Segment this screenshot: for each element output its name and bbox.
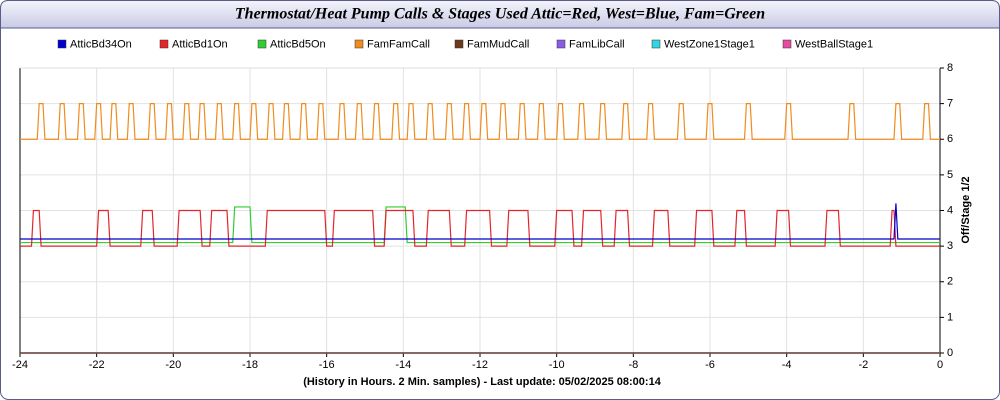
y-tick-label: 8	[947, 62, 953, 74]
title-bar	[0, 0, 1000, 29]
legend-label: FamLibCall	[569, 38, 625, 50]
legend-swatch	[57, 39, 67, 49]
legend-swatch	[454, 39, 464, 49]
legend-label: WestBallStage1	[795, 38, 873, 50]
legend-label: WestZone1Stage1	[664, 38, 755, 50]
y-tick-label: 3	[947, 240, 953, 252]
legend-swatch	[782, 39, 792, 49]
legend-label: AtticBd34On	[70, 38, 132, 50]
legend-swatch	[556, 39, 566, 49]
series-line	[20, 206, 940, 244]
x-tick-label: -2	[858, 359, 868, 371]
legend-swatch	[159, 39, 169, 49]
y-axis-label: Off/Stage 1/2	[960, 176, 972, 243]
x-tick-label: -16	[319, 359, 335, 371]
x-tick-label: -8	[628, 359, 638, 371]
y-tick-label: 5	[947, 169, 953, 181]
legend-swatch	[354, 39, 364, 49]
legend-swatch	[257, 39, 267, 49]
chart-title: Thermostat/Heat Pump Calls & Stages Used…	[235, 6, 765, 23]
y-tick-label: 0	[947, 347, 953, 359]
legend-label: FamMudCall	[467, 38, 529, 50]
legend-swatch	[651, 39, 661, 49]
y-tick-label: 7	[947, 98, 953, 110]
series-line	[20, 209, 940, 247]
y-tick-label: 6	[947, 133, 953, 145]
legend-label: FamFamCall	[367, 38, 430, 50]
y-tick-label: 4	[947, 204, 953, 216]
x-tick-label: -10	[549, 359, 565, 371]
series-line	[20, 103, 940, 140]
x-tick-label: -12	[472, 359, 488, 371]
x-tick-label: -20	[165, 359, 181, 371]
x-axis-label: (History in Hours. 2 Min. samples) - Las…	[303, 376, 662, 388]
x-tick-label: 0	[937, 359, 943, 371]
x-tick-label: -6	[705, 359, 715, 371]
series-line	[20, 203, 940, 240]
legend-label: AtticBd5On	[270, 38, 326, 50]
legend-label: AtticBd1On	[172, 38, 228, 50]
y-tick-label: 2	[947, 276, 953, 288]
x-tick-label: -14	[395, 359, 411, 371]
x-tick-label: -22	[89, 359, 105, 371]
y-tick-label: 1	[947, 311, 953, 323]
x-tick-label: -4	[782, 359, 792, 371]
x-tick-label: -18	[242, 359, 258, 371]
x-tick-label: -24	[12, 359, 28, 371]
